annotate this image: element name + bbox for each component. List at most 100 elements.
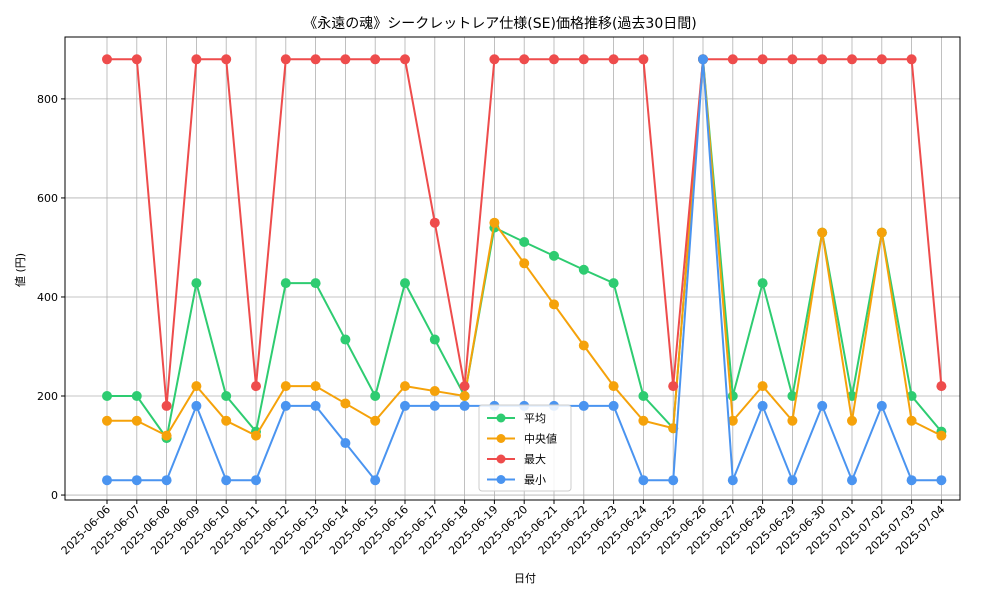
series-2 — [102, 54, 947, 411]
data-point — [280, 400, 291, 411]
y-tick-label: 200 — [37, 390, 58, 403]
data-point — [936, 475, 947, 486]
legend-item: 最小 — [487, 474, 546, 487]
data-point — [489, 54, 500, 65]
data-point — [340, 438, 351, 449]
data-point — [400, 400, 410, 411]
data-point — [876, 54, 887, 65]
data-point — [221, 391, 232, 402]
data-point — [251, 430, 261, 441]
data-point — [549, 54, 559, 65]
data-point — [429, 400, 440, 411]
data-point — [221, 54, 232, 65]
legend-marker — [496, 434, 506, 443]
data-point — [131, 391, 142, 402]
data-point — [549, 299, 559, 310]
y-tick-label: 600 — [37, 192, 58, 205]
data-point — [459, 391, 470, 402]
legend-label: 最大 — [524, 452, 546, 466]
data-point — [191, 381, 202, 392]
legend-label: 平均 — [524, 412, 546, 425]
data-point — [191, 278, 202, 289]
data-point — [280, 54, 291, 65]
data-point — [519, 237, 530, 248]
data-point — [251, 475, 261, 486]
data-point — [757, 278, 768, 289]
data-point — [847, 415, 857, 426]
data-point — [668, 381, 679, 392]
data-point — [817, 54, 828, 65]
y-axis-title: 値 (円) — [14, 253, 27, 287]
data-point — [280, 381, 291, 392]
legend-item: 平均 — [487, 412, 546, 425]
data-point — [102, 415, 112, 426]
data-point — [608, 278, 619, 289]
data-point — [102, 391, 112, 402]
data-point — [876, 400, 887, 411]
data-point — [400, 278, 410, 289]
data-point — [310, 400, 321, 411]
data-point — [340, 398, 351, 409]
legend-box — [478, 404, 572, 492]
data-point — [429, 217, 440, 228]
data-point — [578, 400, 589, 411]
data-point — [638, 475, 649, 486]
data-point — [191, 54, 202, 65]
data-point — [727, 415, 738, 426]
data-point — [400, 54, 410, 65]
data-point — [251, 381, 261, 392]
data-point — [757, 400, 768, 411]
y-tick-label: 0 — [51, 489, 58, 502]
data-point — [757, 54, 768, 65]
data-point — [787, 415, 798, 426]
data-point — [161, 430, 172, 441]
data-point — [370, 54, 381, 65]
data-point — [370, 391, 381, 402]
data-point — [847, 54, 857, 65]
data-point — [310, 278, 321, 289]
data-point — [906, 54, 917, 65]
data-point — [429, 386, 440, 397]
data-point — [429, 334, 440, 345]
legend-marker — [496, 475, 506, 484]
data-point — [787, 54, 798, 65]
data-point — [936, 381, 947, 392]
data-point — [906, 391, 917, 402]
data-point — [787, 391, 798, 402]
y-tick-label: 800 — [37, 93, 58, 106]
data-point — [131, 475, 142, 486]
data-point — [191, 400, 202, 411]
data-point — [519, 258, 530, 269]
data-point — [787, 475, 798, 486]
data-point — [578, 340, 589, 351]
data-point — [638, 415, 649, 426]
legend-item: 最大 — [487, 452, 546, 466]
data-point — [370, 475, 381, 486]
data-point — [698, 54, 708, 65]
data-point — [817, 400, 828, 411]
legend-label: 最小 — [524, 474, 546, 487]
data-point — [489, 217, 500, 228]
data-point — [638, 54, 649, 65]
legend-item: 中央値 — [487, 433, 557, 446]
data-point — [102, 475, 112, 486]
data-point — [608, 400, 619, 411]
data-point — [638, 391, 649, 402]
data-point — [459, 400, 470, 411]
data-point — [727, 391, 738, 402]
data-point — [340, 334, 351, 345]
data-point — [936, 430, 947, 441]
plot-area — [64, 36, 961, 501]
data-point — [906, 475, 917, 486]
data-point — [459, 381, 470, 392]
data-point — [280, 278, 291, 289]
data-point — [340, 54, 351, 65]
chart-title: 《永遠の魂》シークレットレア仕様(SE)価格推移(過去30日間) — [303, 16, 696, 32]
data-point — [131, 54, 142, 65]
data-point — [161, 475, 172, 486]
data-point — [847, 475, 857, 486]
data-point — [400, 381, 410, 392]
legend-marker — [496, 413, 506, 423]
data-point — [757, 381, 768, 392]
data-point — [549, 250, 559, 261]
